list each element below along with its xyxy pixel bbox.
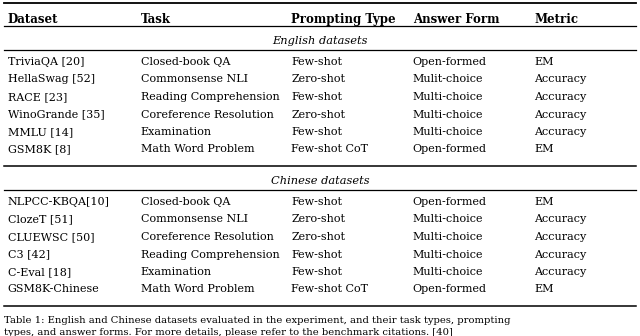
Text: Zero-shot: Zero-shot (291, 110, 345, 120)
Text: Math Word Problem: Math Word Problem (141, 144, 255, 155)
Text: EM: EM (534, 285, 554, 294)
Text: Task: Task (141, 13, 171, 26)
Text: Examination: Examination (141, 127, 212, 137)
Text: GSM8K [8]: GSM8K [8] (8, 144, 70, 155)
Text: English datasets: English datasets (272, 36, 368, 46)
Text: ClozeT [51]: ClozeT [51] (8, 214, 72, 224)
Text: Few-shot: Few-shot (291, 250, 342, 259)
Text: Multi-choice: Multi-choice (413, 232, 483, 242)
Text: NLPCC-KBQA[10]: NLPCC-KBQA[10] (8, 197, 109, 207)
Text: Open-formed: Open-formed (413, 144, 487, 155)
Text: C3 [42]: C3 [42] (8, 250, 50, 259)
Text: CLUEWSC [50]: CLUEWSC [50] (8, 232, 94, 242)
Text: Zero-shot: Zero-shot (291, 75, 345, 84)
Text: Multi-choice: Multi-choice (413, 214, 483, 224)
Text: Metric: Metric (534, 13, 579, 26)
Text: Commonsense NLI: Commonsense NLI (141, 214, 248, 224)
Text: RACE [23]: RACE [23] (8, 92, 67, 102)
Text: Accuracy: Accuracy (534, 267, 587, 277)
Text: types, and answer forms. For more details, please refer to the benchmark citatio: types, and answer forms. For more detail… (4, 328, 453, 336)
Text: TriviaQA [20]: TriviaQA [20] (8, 57, 84, 67)
Text: EM: EM (534, 197, 554, 207)
Text: WinoGrande [35]: WinoGrande [35] (8, 110, 104, 120)
Text: GSM8K-Chinese: GSM8K-Chinese (8, 285, 99, 294)
Text: Few-shot: Few-shot (291, 57, 342, 67)
Text: Accuracy: Accuracy (534, 110, 587, 120)
Text: Multi-choice: Multi-choice (413, 92, 483, 102)
Text: Multi-choice: Multi-choice (413, 250, 483, 259)
Text: Accuracy: Accuracy (534, 127, 587, 137)
Text: Few-shot: Few-shot (291, 92, 342, 102)
Text: Coreference Resolution: Coreference Resolution (141, 232, 274, 242)
Text: Few-shot CoT: Few-shot CoT (291, 144, 368, 155)
Text: Commonsense NLI: Commonsense NLI (141, 75, 248, 84)
Text: Accuracy: Accuracy (534, 214, 587, 224)
Text: Coreference Resolution: Coreference Resolution (141, 110, 274, 120)
Text: Accuracy: Accuracy (534, 75, 587, 84)
Text: Prompting Type: Prompting Type (291, 13, 396, 26)
Text: HellaSwag [52]: HellaSwag [52] (8, 75, 95, 84)
Text: Examination: Examination (141, 267, 212, 277)
Text: Open-formed: Open-formed (413, 197, 487, 207)
Text: Closed-book QA: Closed-book QA (141, 197, 230, 207)
Text: Accuracy: Accuracy (534, 250, 587, 259)
Text: Few-shot CoT: Few-shot CoT (291, 285, 368, 294)
Text: MMLU [14]: MMLU [14] (8, 127, 73, 137)
Text: Multi-choice: Multi-choice (413, 267, 483, 277)
Text: Reading Comprehension: Reading Comprehension (141, 92, 280, 102)
Text: Reading Comprehension: Reading Comprehension (141, 250, 280, 259)
Text: Accuracy: Accuracy (534, 92, 587, 102)
Text: EM: EM (534, 57, 554, 67)
Text: Closed-book QA: Closed-book QA (141, 57, 230, 67)
Text: Chinese datasets: Chinese datasets (271, 176, 369, 186)
Text: Mulit-choice: Mulit-choice (413, 75, 483, 84)
Text: EM: EM (534, 144, 554, 155)
Text: Few-shot: Few-shot (291, 127, 342, 137)
Text: Multi-choice: Multi-choice (413, 110, 483, 120)
Text: Few-shot: Few-shot (291, 197, 342, 207)
Text: Answer Form: Answer Form (413, 13, 499, 26)
Text: Zero-shot: Zero-shot (291, 214, 345, 224)
Text: Dataset: Dataset (8, 13, 58, 26)
Text: Few-shot: Few-shot (291, 267, 342, 277)
Text: Zero-shot: Zero-shot (291, 232, 345, 242)
Text: Multi-choice: Multi-choice (413, 127, 483, 137)
Text: Open-formed: Open-formed (413, 285, 487, 294)
Text: Accuracy: Accuracy (534, 232, 587, 242)
Text: Math Word Problem: Math Word Problem (141, 285, 255, 294)
Text: Table 1: English and Chinese datasets evaluated in the experiment, and their tas: Table 1: English and Chinese datasets ev… (4, 316, 511, 325)
Text: Open-formed: Open-formed (413, 57, 487, 67)
Text: C-Eval [18]: C-Eval [18] (8, 267, 71, 277)
